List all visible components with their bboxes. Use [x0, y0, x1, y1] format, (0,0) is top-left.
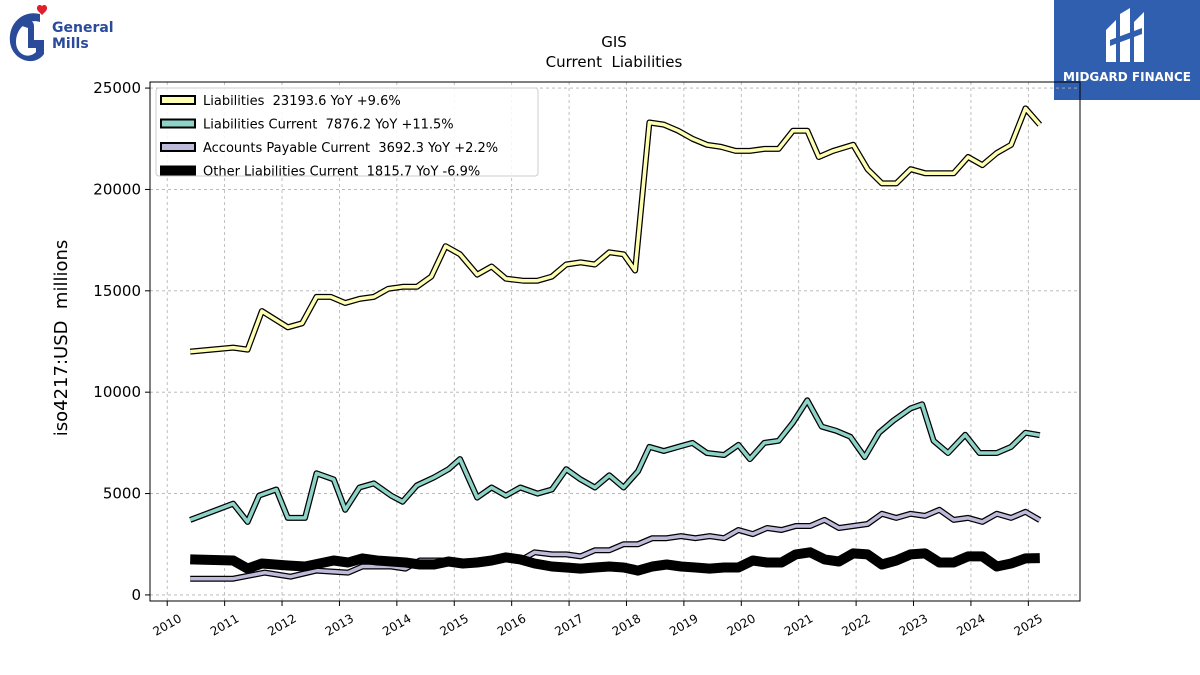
midgard-logo-icon	[1106, 8, 1144, 62]
chart-title: GIS	[601, 33, 627, 51]
x-tick-label: 2024	[954, 611, 987, 638]
legend-label: Other Liabilities Current 1815.7 YoY -6.…	[203, 165, 480, 180]
y-tick-label: 15000	[93, 282, 141, 300]
legend-label: Liabilities 23193.6 YoY +9.6%	[203, 94, 401, 109]
x-tick-label: 2014	[380, 611, 413, 638]
x-tick-label: 2013	[323, 611, 356, 638]
x-tick-label: 2011	[208, 611, 241, 638]
x-tick-label: 2023	[897, 611, 930, 638]
midgard-finance-badge: MIDGARD FINANCE	[1054, 0, 1200, 100]
plot-area-frame	[149, 81, 1081, 602]
legend-entry: Accounts Payable Current 3692.3 YoY +2.2…	[160, 141, 498, 156]
x-tick-label: 2016	[495, 611, 528, 638]
x-tick-label: 2019	[667, 611, 700, 638]
legend-label: Accounts Payable Current 3692.3 YoY +2.2…	[203, 141, 498, 156]
series-line	[190, 106, 1042, 354]
legend-box	[155, 87, 539, 177]
legend-entry: Other Liabilities Current 1815.7 YoY -6.…	[160, 165, 480, 180]
series-line	[189, 398, 1041, 524]
legend-entry: Liabilities Current 7876.2 YoY +11.5%	[160, 118, 454, 133]
y-tick-label: 20000	[93, 180, 141, 198]
series-4	[190, 547, 1040, 576]
legend-swatch	[160, 95, 196, 105]
series-1	[189, 105, 1043, 355]
legend-label: Liabilities Current 7876.2 YoY +11.5%	[203, 118, 454, 133]
legend-entry: Liabilities 23193.6 YoY +9.6%	[160, 94, 401, 109]
legend-swatch	[160, 165, 196, 176]
x-tick-label: 2020	[725, 611, 758, 638]
x-tick-label: 2017	[552, 611, 585, 638]
x-tick-label: 2022	[839, 611, 872, 638]
series-outline	[189, 397, 1041, 525]
logo-text-mills: Mills	[52, 36, 89, 52]
x-tick-label: 2015	[438, 611, 471, 638]
chart-subtitle: Current Liabilities	[546, 53, 683, 71]
legend-swatch	[160, 142, 196, 152]
midgard-finance-text: MIDGARD FINANCE	[1063, 70, 1191, 84]
y-tick-label: 10000	[93, 383, 141, 401]
logo-text-general: General	[52, 20, 114, 36]
x-tick-label: 2025	[1012, 611, 1045, 638]
y-tick-label: 0	[131, 586, 141, 604]
legend-swatch	[160, 118, 196, 129]
general-mills-g-icon	[9, 4, 48, 62]
x-tick-label: 2012	[265, 611, 298, 638]
series-lines	[189, 105, 1043, 582]
legend: Liabilities 23193.6 YoY +9.6% Liabilities…	[155, 87, 539, 180]
general-mills-logo: General Mills	[4, 4, 124, 68]
series-2	[189, 397, 1041, 525]
x-tick-label: 2010	[150, 611, 183, 638]
y-tick-label: 25000	[93, 79, 141, 97]
y-axis-label: iso4217:USD millions	[51, 240, 72, 437]
x-tick-label: 2021	[782, 611, 815, 638]
heart-icon	[36, 4, 48, 16]
x-tick-label: 2018	[610, 611, 643, 638]
series-line	[190, 547, 1040, 576]
y-tick-label: 5000	[103, 485, 141, 503]
